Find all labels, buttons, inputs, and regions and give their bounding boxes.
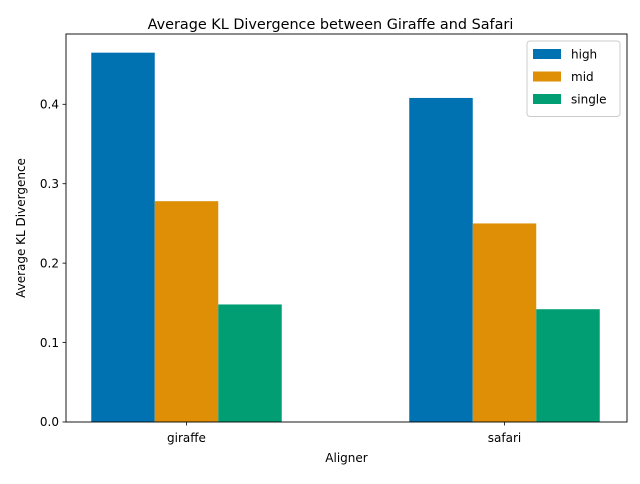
bars-layer xyxy=(91,52,600,422)
chart-title: Average KL Divergence between Giraffe an… xyxy=(148,17,514,33)
bar-mid-giraffe xyxy=(154,201,219,422)
bar-single-giraffe xyxy=(218,304,282,422)
legend-label-single: single xyxy=(571,93,607,107)
x-tick-label: safari xyxy=(488,431,521,445)
legend-label-high: high xyxy=(571,48,597,62)
legend: high mid single xyxy=(526,40,621,117)
y-axis: 0.0 0.1 0.2 0.3 0.4 xyxy=(40,97,66,429)
x-axis-label: Aligner xyxy=(325,451,367,465)
bar-high-safari xyxy=(409,97,473,422)
y-tick-label: 0.2 xyxy=(40,256,59,270)
legend-label-mid: mid xyxy=(571,70,594,84)
y-tick-label: 0.1 xyxy=(40,336,59,350)
legend-swatch-high xyxy=(533,49,561,59)
bar-mid-safari xyxy=(472,223,537,422)
bar-single-safari xyxy=(536,309,600,422)
plot-frame xyxy=(65,33,628,423)
legend-swatch-single xyxy=(533,94,561,104)
x-tick-label: giraffe xyxy=(167,431,206,445)
bar-high-giraffe xyxy=(91,52,155,422)
y-axis-label: Average KL Divergence xyxy=(14,158,28,298)
legend-swatch-mid xyxy=(533,71,561,82)
y-tick-label: 0.0 xyxy=(40,415,59,429)
y-tick-label: 0.4 xyxy=(40,97,59,111)
x-axis: giraffe safari xyxy=(167,422,521,445)
y-tick-label: 0.3 xyxy=(40,177,59,191)
